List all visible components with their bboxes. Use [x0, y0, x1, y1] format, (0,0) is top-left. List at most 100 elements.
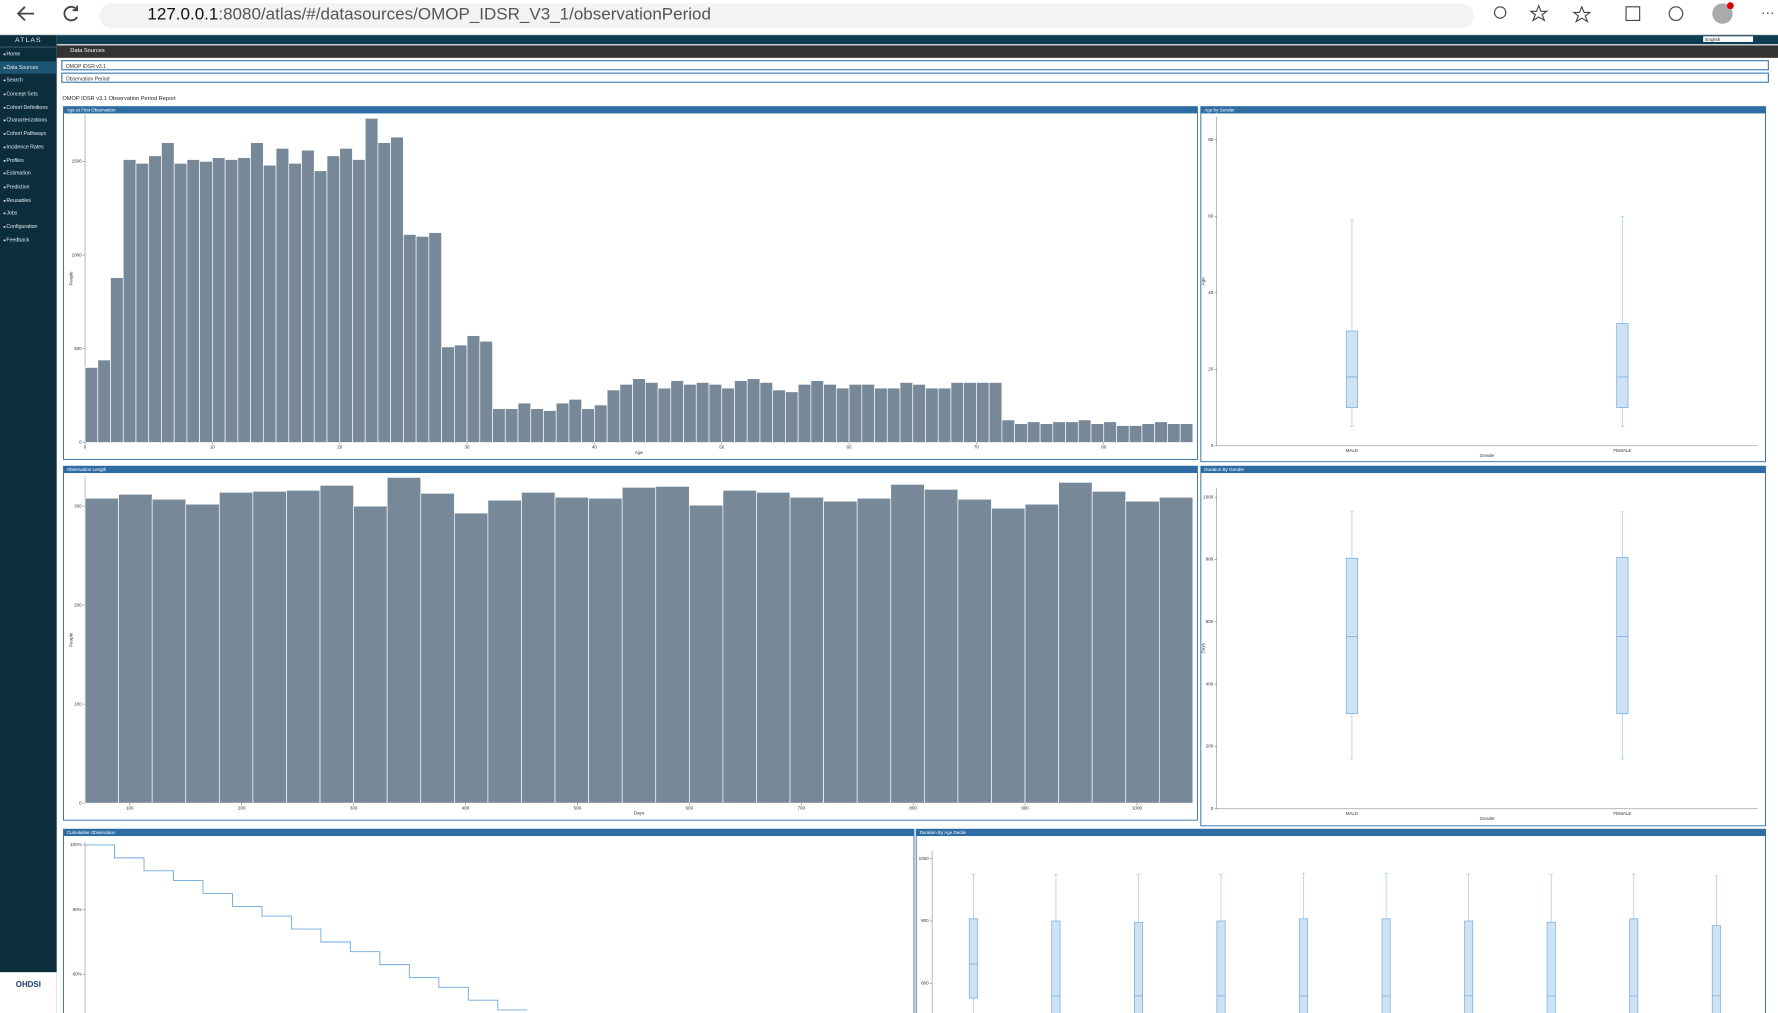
- bar: [581, 408, 595, 443]
- bar: [161, 142, 175, 443]
- x-tick-label: 400: [462, 805, 470, 810]
- box: [1051, 920, 1061, 1013]
- menu-item[interactable]: Prediction: [0, 180, 57, 193]
- bar: [185, 503, 220, 804]
- menu-item[interactable]: Jobs: [0, 207, 57, 220]
- bar: [1027, 421, 1041, 443]
- menu-item[interactable]: Cohort Pathways: [0, 127, 57, 140]
- menu-item[interactable]: Estimation: [0, 167, 57, 180]
- bar: [403, 234, 417, 443]
- bar: [1077, 419, 1092, 443]
- bar: [937, 387, 952, 443]
- menu-item[interactable]: Incidence Rates: [0, 140, 57, 153]
- panel-title: Observation Length: [67, 467, 107, 472]
- panel-header: [63, 829, 914, 837]
- x-tick-label: 800: [909, 805, 917, 810]
- report-select[interactable]: Observation Period: [61, 72, 1769, 83]
- bar: [466, 335, 481, 443]
- bar: [874, 387, 888, 443]
- zoom-icon[interactable]: [1493, 6, 1507, 19]
- line: [85, 844, 528, 1011]
- bar: [135, 162, 150, 443]
- back-button[interactable]: [16, 6, 35, 22]
- collections-icon[interactable]: [1625, 6, 1641, 21]
- box: [1464, 920, 1474, 1013]
- menu-item[interactable]: Feedback: [0, 233, 57, 246]
- source-select[interactable]: OMOP IDSR v3.1: [61, 60, 1769, 71]
- bar: [301, 149, 315, 443]
- favorites-icon[interactable]: [1572, 5, 1592, 23]
- menu-item[interactable]: Concept Sets: [0, 87, 57, 100]
- x-tick-label: 50: [719, 445, 725, 450]
- menu-item[interactable]: Profiles: [0, 154, 57, 167]
- favorite-icon[interactable]: [1529, 4, 1549, 22]
- bar: [262, 164, 277, 443]
- bar: [492, 408, 506, 443]
- bar: [110, 277, 124, 443]
- x-axis-label: Gender: [1480, 816, 1496, 821]
- bar: [1154, 421, 1168, 443]
- bar: [1065, 421, 1079, 443]
- menu-icon[interactable]: ···: [1761, 5, 1775, 20]
- menu-item[interactable]: Data Sources: [0, 60, 57, 75]
- bar: [252, 490, 287, 804]
- x-tick-label: 30: [465, 445, 471, 450]
- panel: [63, 828, 915, 1013]
- menu-item[interactable]: Reusables: [0, 193, 57, 206]
- bar: [1167, 423, 1181, 443]
- bar: [97, 359, 111, 443]
- extension-icon[interactable]: [1668, 6, 1684, 21]
- bar: [823, 500, 858, 804]
- panel-title: Age by Gender: [1204, 107, 1235, 112]
- bar: [319, 485, 354, 804]
- address-bar[interactable]: [99, 3, 1475, 29]
- bar: [173, 162, 188, 443]
- bar: [644, 382, 659, 443]
- box: [1711, 925, 1721, 1013]
- menu-item[interactable]: Characterizations: [0, 114, 57, 127]
- y-tick-label: 100%: [70, 842, 82, 847]
- menu-item[interactable]: Configuration: [0, 220, 57, 233]
- notification-dot: [1726, 2, 1734, 10]
- browser-icons: ···: [16, 2, 1775, 24]
- bar: [734, 380, 748, 443]
- bar: [688, 504, 724, 804]
- x-tick-label: 40: [592, 445, 598, 450]
- bar: [789, 496, 824, 804]
- page-header: Data Sources: [56, 45, 1778, 58]
- bar: [1024, 503, 1059, 804]
- sidebar-footer: OHDSI: [0, 972, 57, 1013]
- language-select[interactable]: English: [1703, 36, 1754, 42]
- panel-title: Age at First Observation: [67, 107, 116, 112]
- y-tick-label: 100: [74, 701, 82, 706]
- y-tick-label: 200: [74, 602, 82, 607]
- panel-title: Duration By Gender: [1204, 467, 1244, 472]
- top-band: English: [56, 35, 1778, 45]
- url: 127.0.0.1:8080/atlas/#/datasources/OMOP_…: [147, 5, 711, 25]
- bar: [836, 387, 850, 443]
- bar: [1058, 482, 1093, 804]
- profile-icon[interactable]: [1712, 3, 1733, 24]
- x-tick-label: 1000: [1132, 805, 1143, 810]
- bar: [504, 408, 519, 443]
- reload-button[interactable]: [63, 5, 79, 22]
- bar: [963, 382, 977, 443]
- menu-item[interactable]: Search: [0, 74, 57, 87]
- x-tick-label: FEMALE: [1613, 811, 1631, 816]
- bar: [1125, 500, 1160, 804]
- box: [968, 918, 978, 999]
- sidebar: ATLAS HomeData SourcesSearchConcept Sets…: [0, 35, 57, 1013]
- bar: [683, 383, 697, 443]
- bar: [352, 159, 366, 443]
- y-tick-label: 0: [79, 800, 82, 805]
- bar: [886, 387, 901, 443]
- box: [1299, 918, 1309, 1013]
- menu-item[interactable]: Cohort Definitions: [0, 101, 57, 114]
- menu-item[interactable]: Home: [0, 48, 57, 61]
- bar: [212, 157, 226, 443]
- bar: [517, 402, 532, 443]
- bar: [632, 378, 646, 443]
- x-tick-label: 700: [797, 805, 805, 810]
- bar: [118, 493, 153, 804]
